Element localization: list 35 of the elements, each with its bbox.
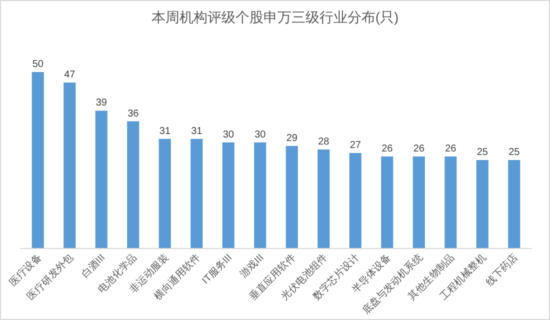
bar [508,160,520,248]
chart-title: 本周机构评级个股申万三级行业分布(只) [151,9,399,25]
x-tick-label: 白酒III [78,252,108,280]
data-label: 47 [64,70,76,81]
bar [254,142,266,248]
bar [476,160,488,248]
data-label: 26 [445,143,457,154]
bar [95,110,108,248]
bar [158,138,171,248]
data-label: 31 [159,126,171,137]
data-label: 25 [508,147,520,158]
data-label: 26 [413,143,425,154]
data-label: 36 [128,108,140,120]
bar [349,152,362,248]
bar [286,146,298,248]
data-label: 31 [191,126,203,137]
bar [222,142,234,248]
data-label: 25 [476,147,488,158]
data-label: 29 [286,132,298,144]
bar [32,72,44,248]
bar [381,156,394,248]
bar [412,156,425,248]
bar [190,138,203,248]
bar [127,121,140,248]
data-label: 30 [222,129,234,140]
data-label: 27 [350,140,362,151]
x-tick-label: IT服务III [200,252,234,286]
data-label: 26 [382,143,394,154]
bar [64,82,76,248]
data-label: 50 [32,59,44,70]
data-label: 30 [254,129,266,140]
data-label: 39 [96,98,108,109]
bar [444,156,457,248]
bar [318,149,330,248]
data-label: 28 [318,136,330,148]
